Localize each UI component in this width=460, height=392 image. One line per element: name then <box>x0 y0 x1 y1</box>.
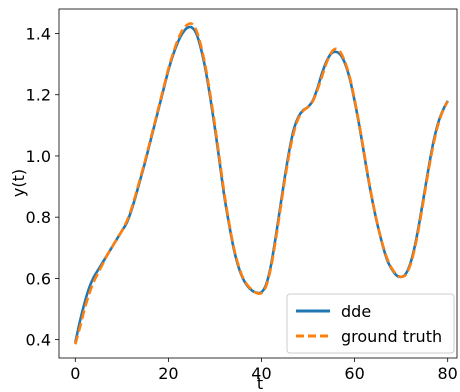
legend-label-ground-truth: ground truth <box>341 327 442 346</box>
series-lines <box>74 22 449 345</box>
y-tick-label: 0.8 <box>26 208 51 227</box>
x-tick-label: 60 <box>344 364 364 383</box>
y-axis-label: y(t) <box>9 169 28 197</box>
y-axis: 0.4 0.6 0.8 1.0 1.2 1.4 <box>26 24 59 350</box>
y-tick-label: 0.4 <box>26 331 51 350</box>
x-tick-label: 0 <box>70 364 80 383</box>
series-line-ground-truth <box>74 22 449 345</box>
y-tick-label: 1.2 <box>26 86 51 105</box>
y-tick-label: 1.4 <box>26 24 51 43</box>
x-tick-label: 20 <box>158 364 178 383</box>
y-tick-label: 0.6 <box>26 269 51 288</box>
legend: dde ground truth <box>286 293 455 354</box>
y-tick-label: 1.0 <box>26 147 51 166</box>
legend-box <box>286 293 455 354</box>
x-tick-label: 80 <box>438 364 458 383</box>
x-tick-label: 40 <box>251 364 271 383</box>
legend-label-dde: dde <box>341 302 371 321</box>
x-axis-label: t <box>257 374 263 392</box>
x-axis: 0 20 40 60 80 <box>70 358 458 383</box>
